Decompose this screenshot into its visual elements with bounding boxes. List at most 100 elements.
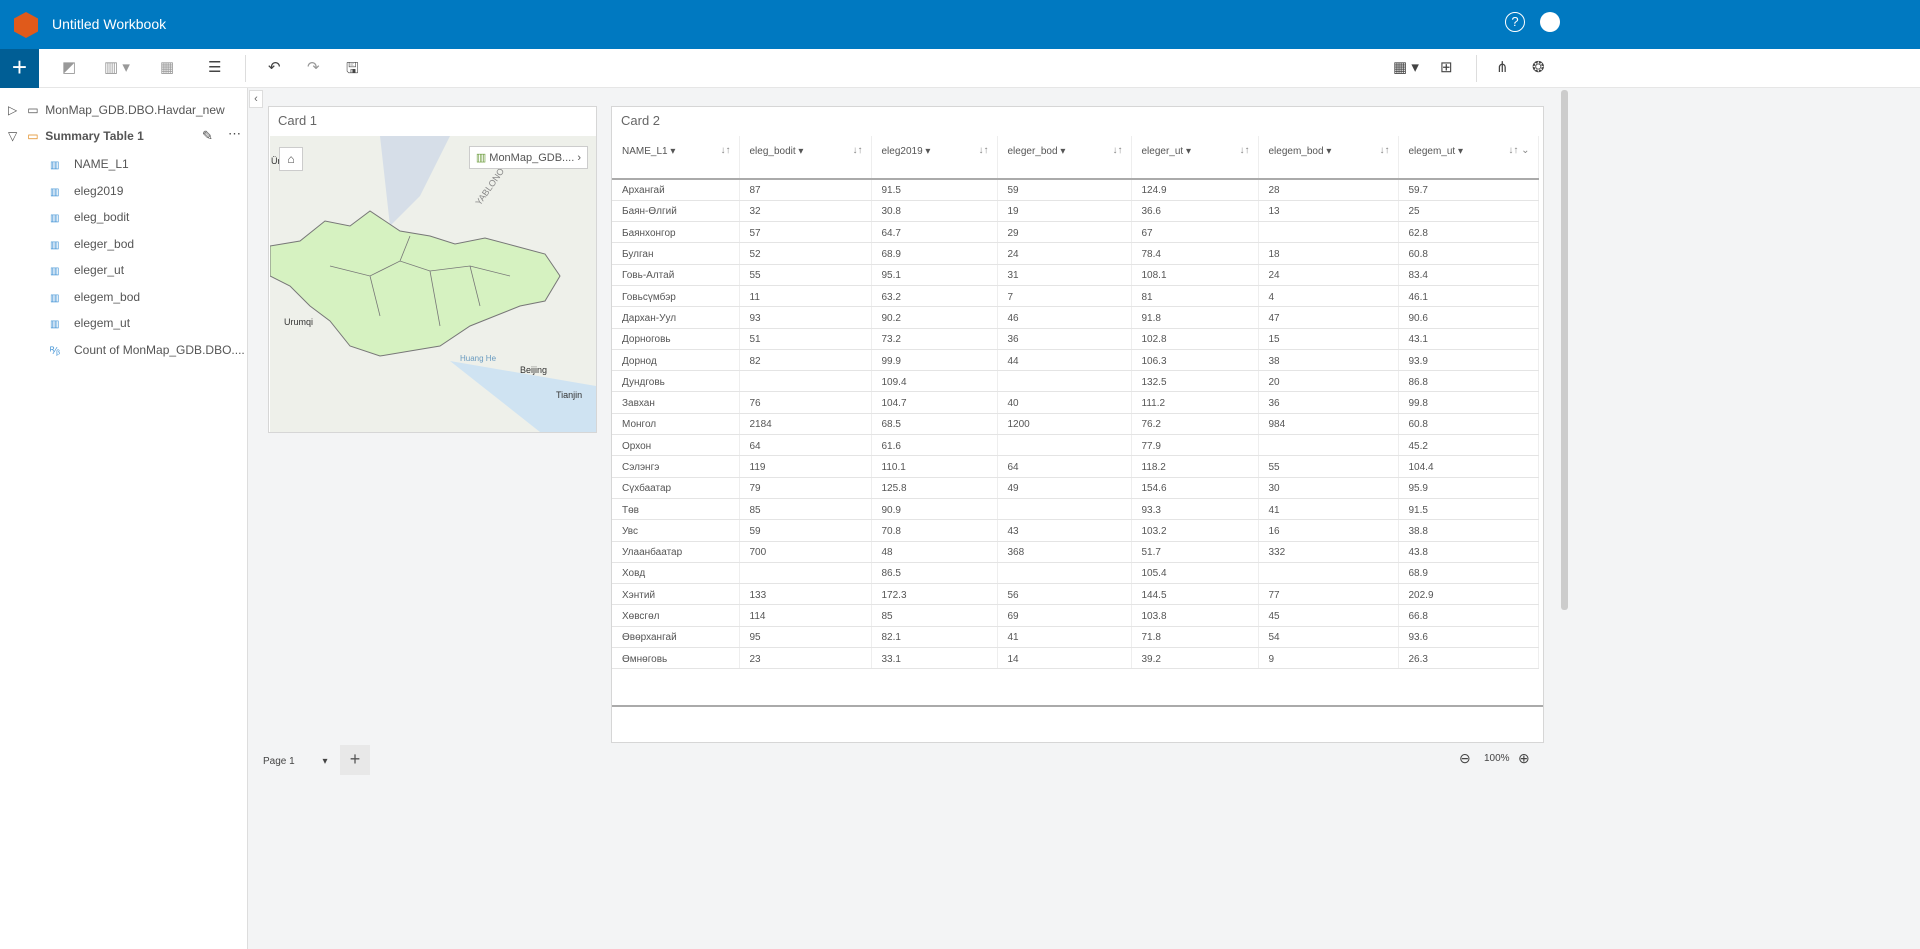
- sort-icon[interactable]: ↓↑: [1112, 145, 1123, 156]
- table-row[interactable]: Баянхонгор 57 64.7 29 67 62.8: [612, 221, 1539, 244]
- table-row[interactable]: Архангай 87 91.5 59 124.9 28 59.7: [612, 179, 1539, 201]
- workbook-title[interactable]: Untitled Workbook: [52, 16, 167, 32]
- table-cell: 51.7: [1131, 541, 1259, 563]
- home-button[interactable]: ⌂: [279, 147, 303, 171]
- grid-icon[interactable]: ⊞: [1440, 59, 1453, 76]
- table-cell: Архангай: [612, 179, 740, 201]
- table-icon[interactable]: ▦: [160, 59, 175, 76]
- table-cell: Төв: [612, 498, 740, 521]
- add-data-button[interactable]: +: [0, 49, 39, 88]
- sort-icon[interactable]: ↓↑ ⌄: [1508, 145, 1530, 156]
- table-cell: 114: [739, 604, 872, 627]
- expand-icon[interactable]: ▷: [8, 103, 18, 117]
- zoom-out-icon[interactable]: ⊖: [1459, 750, 1471, 766]
- data-table-icon[interactable]: ☰: [208, 59, 222, 76]
- table-row[interactable]: Дархан-Уул 93 90.2 46 91.8 47 90.6: [612, 306, 1539, 329]
- table-row[interactable]: Сэлэнгэ 119 110.1 64 118.2 55 104.4: [612, 455, 1539, 478]
- summary-table: NAME_L1 ▾ ↓↑ eleg_bodit ▾ ↓↑ eleg2019 ▾ ↓↑ ele…: [612, 136, 1539, 670]
- column-header[interactable]: elegem_bod ▾ ↓↑: [1258, 136, 1399, 180]
- save-icon[interactable]: 🖫: [346, 60, 359, 77]
- user-avatar[interactable]: [1540, 12, 1560, 32]
- add-page-button[interactable]: +: [340, 745, 370, 775]
- number-field-icon: ▥: [50, 266, 60, 277]
- table-row[interactable]: Улаанбаатар 700 48 368 51.7 332 43.8: [612, 541, 1539, 563]
- table-cell: 108.1: [1131, 264, 1259, 286]
- summary-table-item[interactable]: ▽ ▭ Summary Table 1: [8, 129, 144, 143]
- field-item[interactable]: ▥ eleger_ut: [50, 263, 124, 277]
- sort-icon[interactable]: ↓↑: [1379, 145, 1390, 156]
- field-item[interactable]: ᴿ⁄ᵦ Count of MonMap_GDB.DBO....: [50, 343, 245, 357]
- card-1[interactable]: Card 1 Urumqi Beijing Tianjin Huang He Y…: [268, 106, 597, 433]
- column-label: eleg2019: [881, 146, 923, 157]
- table-row[interactable]: Өмнөговь 23 33.1 14 39.2 9 26.3: [612, 647, 1539, 670]
- table-cell: 51: [739, 328, 872, 350]
- table-row[interactable]: Сүхбаатар 79 125.8 49 154.6 30 95.9: [612, 477, 1539, 499]
- field-item[interactable]: ▥ elegem_bod: [50, 290, 140, 304]
- table-row[interactable]: Хөвсгөл 114 85 69 103.8 45 66.8: [612, 604, 1539, 627]
- field-item[interactable]: ▥ NAME_L1: [50, 157, 129, 171]
- scrollbar[interactable]: [1561, 90, 1568, 610]
- card-2[interactable]: Card 2 NAME_L1 ▾ ↓↑ eleg_bodit ▾ ↓↑ eleg2019…: [611, 106, 1544, 743]
- table-row[interactable]: Дорноговь 51 73.2 36 102.8 15 43.1: [612, 328, 1539, 350]
- page-selector[interactable]: Page 1 ▾: [263, 756, 328, 767]
- sort-icon[interactable]: ↓↑: [852, 145, 863, 156]
- theme-icon[interactable]: ❂: [1532, 59, 1545, 76]
- table-cell: Говь-Алтай: [612, 264, 740, 286]
- more-icon[interactable]: ⋯: [228, 126, 241, 141]
- field-label: Count of MonMap_GDB.DBO....: [74, 343, 245, 357]
- layout-icon[interactable]: ▦ ▾: [1393, 59, 1419, 76]
- dataset-item[interactable]: ▷ ▭ MonMap_GDB.DBO.Havdar_new: [8, 103, 225, 117]
- table-row[interactable]: Говьсүмбэр 11 63.2 7 81 4 46.1: [612, 285, 1539, 308]
- layer-button[interactable]: ▥ MonMap_GDB.... ›: [468, 146, 588, 169]
- redo-icon[interactable]: ↷: [307, 59, 320, 76]
- table-cell: 32: [739, 200, 872, 223]
- column-header[interactable]: eleger_bod ▾ ↓↑: [997, 136, 1132, 180]
- rate-field-icon: ᴿ⁄ᵦ: [50, 346, 61, 357]
- dataset-name: MonMap_GDB.DBO.Havdar_new: [45, 103, 225, 117]
- collapse-icon[interactable]: ▽: [8, 129, 18, 143]
- help-icon[interactable]: ?: [1505, 12, 1525, 32]
- undo-icon[interactable]: ↶: [268, 59, 281, 76]
- table-row[interactable]: Дундговь 109.4 132.5 20 86.8: [612, 370, 1539, 393]
- chart-icon[interactable]: ▥ ▾: [104, 59, 130, 76]
- collapse-pane-button[interactable]: ‹: [249, 90, 263, 108]
- layer-name: MonMap_GDB....: [489, 152, 575, 164]
- column-header[interactable]: eleger_ut ▾ ↓↑: [1131, 136, 1259, 180]
- table-cell: 91.5: [1398, 498, 1539, 521]
- column-header[interactable]: eleg_bodit ▾ ↓↑: [739, 136, 872, 180]
- sort-icon[interactable]: ↓↑: [720, 145, 731, 156]
- table-cell: 144.5: [1131, 583, 1259, 606]
- field-item[interactable]: ▥ eleg_bodit: [50, 210, 129, 224]
- field-item[interactable]: ▥ eleg2019: [50, 184, 123, 198]
- field-label: eleger_bod: [74, 237, 135, 251]
- field-item[interactable]: ▥ elegem_ut: [50, 316, 130, 330]
- field-item[interactable]: ▥ eleger_bod: [50, 237, 134, 251]
- table-cell: 55: [739, 264, 872, 286]
- table-row[interactable]: Ховд 86.5 105.4 68.9: [612, 562, 1539, 585]
- table-row[interactable]: Завхан 76 104.7 40 111.2 36 99.8: [612, 391, 1539, 414]
- table-row[interactable]: Увс 59 70.8 43 103.2 16 38.8: [612, 519, 1539, 542]
- table-row[interactable]: Өвөрхангай 95 82.1 41 71.8 54 93.6: [612, 626, 1539, 649]
- table-cell: 40: [997, 391, 1132, 414]
- table-row[interactable]: Монгол 2184 68.5 1200 76.2 984 60.8: [612, 413, 1539, 436]
- column-label: elegem_bod: [1268, 146, 1324, 157]
- map-icon[interactable]: ◩: [62, 59, 77, 76]
- sort-icon[interactable]: ↓↑: [978, 145, 989, 156]
- column-header[interactable]: eleg2019 ▾ ↓↑: [871, 136, 998, 180]
- table-row[interactable]: Хэнтий 133 172.3 56 144.5 77 202.9: [612, 583, 1539, 606]
- table-cell: Монгол: [612, 413, 740, 436]
- edit-icon[interactable]: ✎: [202, 128, 213, 143]
- table-cell: 93.3: [1131, 498, 1259, 521]
- table-row[interactable]: Говь-Алтай 55 95.1 31 108.1 24 83.4: [612, 264, 1539, 286]
- sort-icon[interactable]: ↓↑: [1239, 145, 1250, 156]
- table-row[interactable]: Баян-Өлгий 32 30.8 19 36.6 13 25: [612, 200, 1539, 223]
- table-row[interactable]: Булган 52 68.9 24 78.4 18 60.8: [612, 242, 1539, 265]
- table-row[interactable]: Дорнод 82 99.9 44 106.3 38 93.9: [612, 349, 1539, 372]
- zoom-in-icon[interactable]: ⊕: [1518, 750, 1530, 766]
- model-icon[interactable]: ⋔: [1496, 59, 1509, 76]
- map[interactable]: Urumqi Beijing Tianjin Huang He YABLONOV…: [270, 136, 596, 432]
- table-row[interactable]: Төв 85 90.9 93.3 41 91.5: [612, 498, 1539, 521]
- column-header[interactable]: elegem_ut ▾ ↓↑ ⌄: [1398, 136, 1539, 180]
- table-row[interactable]: Орхон 64 61.6 77.9 45.2: [612, 434, 1539, 457]
- column-header[interactable]: NAME_L1 ▾ ↓↑: [612, 136, 740, 180]
